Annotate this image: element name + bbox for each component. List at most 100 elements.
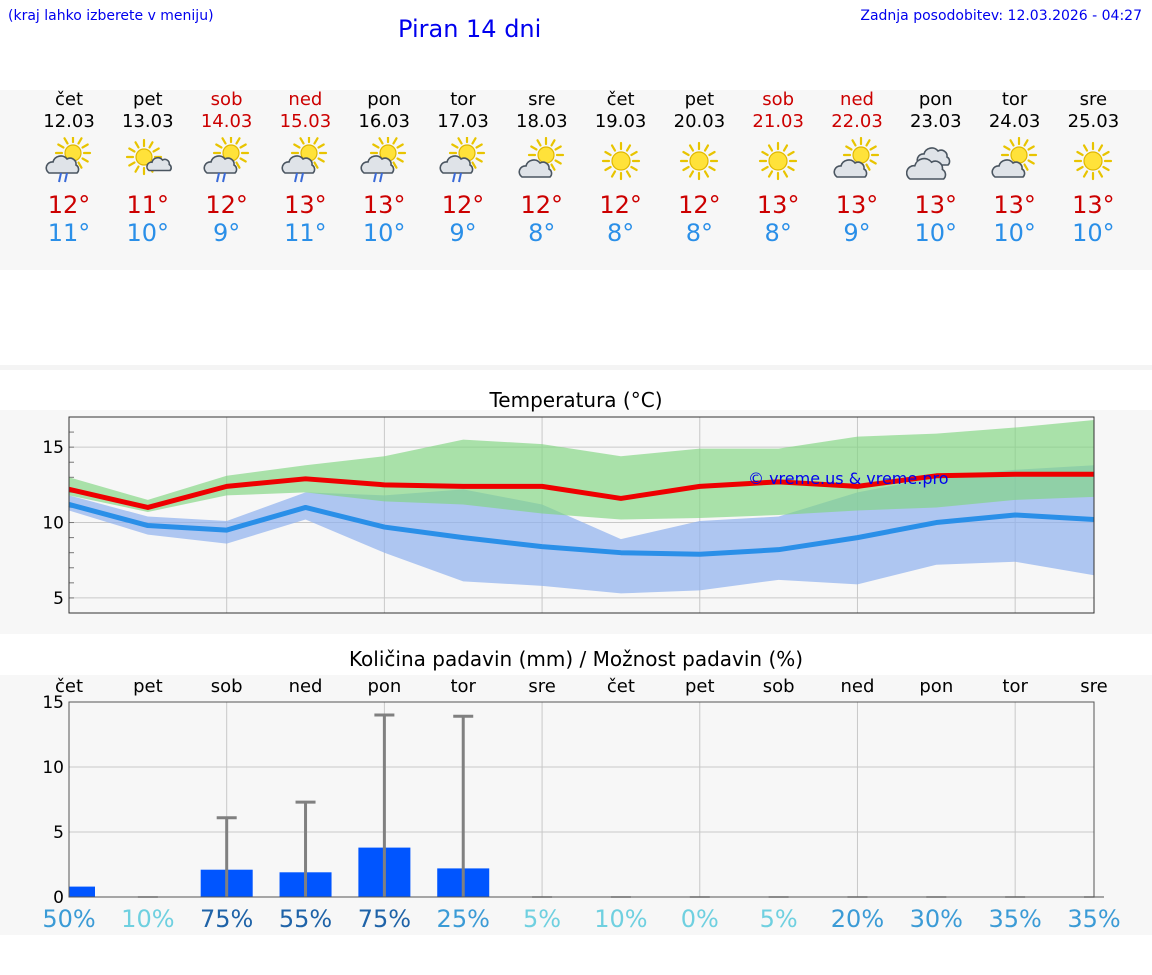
x-tick-label: sob (211, 676, 243, 697)
sun-icon (601, 141, 640, 181)
temp-min: 10° (993, 219, 1036, 247)
x-tick-label: pet (133, 676, 163, 697)
temp-min: 10° (126, 219, 170, 247)
day-name: sre (1079, 89, 1108, 110)
x-tick-label: ned (841, 676, 875, 697)
precip-probability: 5% (760, 905, 798, 933)
temp-min: 10° (1072, 219, 1115, 247)
day-date: 20.03 (673, 111, 726, 132)
plot-frame (68, 701, 1095, 898)
temp-min: 11° (284, 219, 327, 247)
temp-max: 12° (205, 191, 248, 219)
day-name: tor (1001, 89, 1028, 110)
temp-max: 13° (835, 191, 879, 219)
precip-probability: 20% (831, 905, 884, 933)
x-tick-label: pon (919, 676, 953, 697)
x-tick-label: čet (607, 676, 635, 697)
day-column: pon 16.03 13° 10° (344, 89, 424, 247)
separator (0, 365, 1152, 370)
x-tick-label: sre (528, 676, 555, 697)
day-column: ned 22.03 13° 9° (817, 89, 897, 247)
day-date: 17.03 (437, 111, 489, 132)
precip-probability: 30% (910, 905, 963, 933)
sun-icon (680, 141, 719, 181)
day-column: pet 13.03 11° 10° (108, 89, 188, 247)
day-name: pon (918, 89, 953, 110)
day-date: 21.03 (752, 111, 804, 132)
temp-max: 13° (362, 191, 406, 219)
day-date: 12.03 (43, 111, 95, 132)
day-column: sob 14.03 12° 9° (187, 89, 267, 247)
precip-probability: 55% (279, 905, 332, 933)
x-tick-label: ned (289, 676, 323, 697)
precip-probability: 35% (988, 905, 1041, 933)
precip-probability: 0% (681, 905, 719, 933)
max-range-band (69, 420, 1094, 520)
precip-probability: 35% (1067, 905, 1120, 933)
precip-probability: 5% (523, 905, 561, 933)
temp-max: 11° (126, 191, 170, 219)
day-name: pet (684, 89, 715, 110)
location-hint: (kraj lahko izberete v meniju) (8, 8, 214, 24)
temp-max: 13° (1072, 191, 1115, 219)
temp-min: 8° (764, 219, 792, 247)
temp-max: 13° (914, 191, 958, 219)
day-date: 13.03 (122, 111, 174, 132)
day-name: sob (210, 89, 243, 110)
precipitation-chart-title: Količina padavin (mm) / Možnost padavin … (348, 647, 804, 671)
day-date: 23.03 (910, 111, 962, 132)
temp-min: 9° (449, 219, 477, 247)
x-tick-label: sob (763, 676, 795, 697)
day-name: ned (840, 89, 874, 110)
precip-probability: 50% (42, 905, 95, 933)
day-name: sre (528, 89, 556, 110)
temp-min: 8° (528, 219, 556, 247)
x-tick-label: tor (450, 676, 476, 697)
precip-probability: 75% (200, 905, 253, 933)
day-name: pet (133, 89, 163, 110)
sun-cloud-icon (833, 137, 880, 178)
watermark: © vreme.us & vreme.pro (748, 469, 949, 488)
day-date: 24.03 (988, 111, 1041, 132)
temp-max: 12° (47, 191, 91, 219)
sun-cloud-rain-icon (439, 137, 486, 183)
day-column: pet 20.03 12° 8° (659, 89, 739, 247)
sun-cloud-icon (991, 137, 1037, 178)
sun-icon (1074, 141, 1113, 181)
x-tick-label: pet (685, 676, 715, 697)
precip-bar (69, 886, 95, 897)
temp-min: 10° (914, 219, 958, 247)
day-column: čet 19.03 12° 8° (581, 89, 661, 247)
precip-probability: 75% (358, 905, 411, 933)
day-column: sob 21.03 13° 8° (738, 89, 818, 247)
temp-min: 8° (606, 219, 635, 247)
temp-min: 10° (362, 219, 406, 247)
daily-forecast-band (0, 90, 1152, 270)
temp-min: 8° (685, 219, 714, 247)
temp-min: 9° (212, 219, 241, 247)
last-update: Zadnja posodobitev: 12.03.2026 - 04:27 (860, 8, 1142, 24)
temp-max: 13° (993, 191, 1036, 219)
day-column: tor 17.03 12° 9° (423, 89, 503, 247)
day-date: 25.03 (1067, 111, 1120, 132)
page-title: Piran 14 dni (398, 15, 542, 43)
day-column: sre 25.03 13° 10° (1053, 89, 1133, 247)
day-date: 18.03 (516, 111, 568, 132)
day-column: pon 23.03 13° 10° (896, 89, 976, 247)
sun-icon (759, 141, 798, 181)
y-tick-label: 5 (53, 589, 64, 609)
series-line-min (68, 502, 1095, 557)
y-tick-label: 10 (42, 758, 64, 778)
plot-frame (68, 416, 1095, 614)
min-range-band (69, 465, 1094, 594)
precip-probability: 10% (121, 905, 174, 933)
temp-max: 13° (756, 191, 800, 219)
day-column: čet 12.03 12° 11° (29, 89, 109, 247)
sun-cloud-icon (518, 137, 564, 178)
temp-min: 11° (47, 219, 91, 247)
temp-max: 12° (678, 191, 721, 219)
day-column: tor 24.03 13° 10° (975, 89, 1055, 247)
sun-cloud-rain-icon (45, 137, 92, 183)
temp-max: 12° (599, 191, 642, 219)
